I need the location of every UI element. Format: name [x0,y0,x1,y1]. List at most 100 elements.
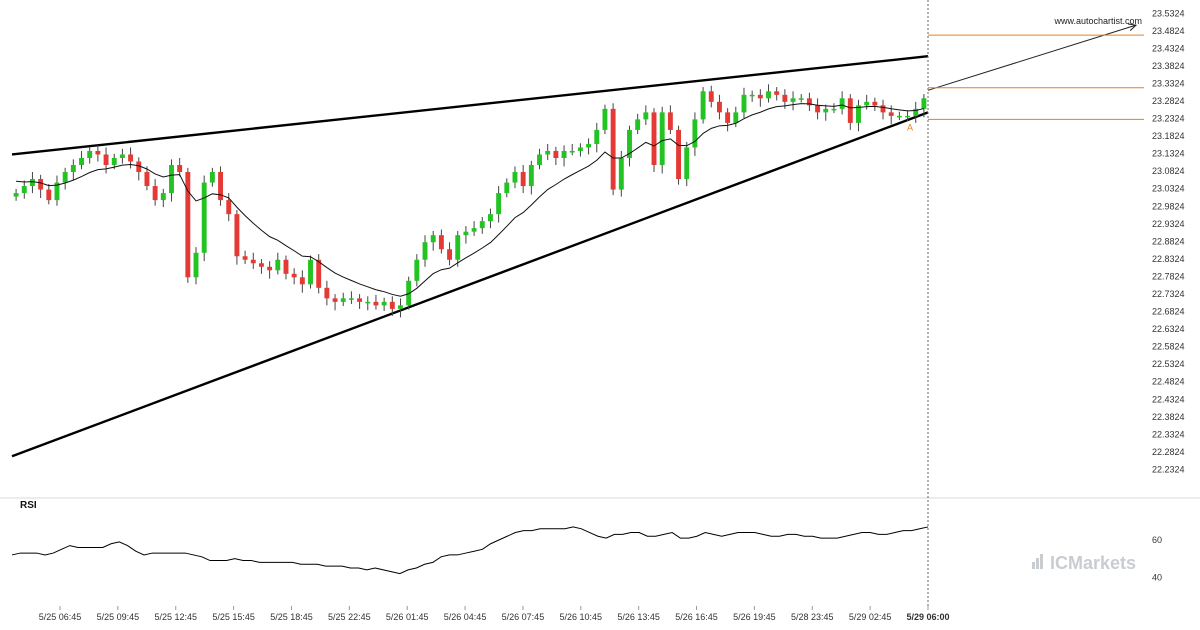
y-tick-label: 22.4824 [1152,377,1185,387]
point-label: A [907,122,913,132]
candle-body [381,301,387,306]
candle-body [398,305,403,309]
y-tick-label: 22.6824 [1152,307,1185,317]
rsi-panel: 60 40 [11,526,1162,582]
candle-body [119,154,125,158]
candle-body [921,98,927,109]
candle-body [512,172,518,183]
y-tick-label: 23.5324 [1152,8,1185,18]
candle-body [324,287,330,299]
candle-body [29,179,35,187]
candle-body [561,150,567,158]
candle-body [725,112,731,123]
candle-body [447,249,453,260]
candle-body [357,298,363,302]
candle-body [389,301,395,309]
candle-body [21,186,27,194]
candle-body [577,147,583,151]
candle-body [152,186,158,201]
candle-body [880,105,886,113]
x-tick-label: 5/29 02:45 [849,612,892,622]
candle-body [716,101,722,113]
rsi-tick-label: 40 [1152,572,1162,582]
candle-body [602,108,608,130]
moving-average [16,103,925,297]
candle-body [831,108,837,111]
candle-body [479,221,485,229]
y-tick-label: 22.5324 [1152,359,1185,369]
candle-body [528,165,534,187]
candle-body [209,172,215,183]
y-tick-label: 22.3324 [1152,429,1185,439]
candle-body [643,112,649,120]
watermark-url: www.autochartist.com [1053,16,1142,26]
candle-body [87,150,93,158]
y-tick-label: 22.9324 [1152,219,1185,229]
candle-body [798,98,804,100]
candle-body [757,94,763,99]
candle-body [496,193,502,215]
y-tick-label: 22.9824 [1152,201,1185,211]
candle-body [258,263,264,267]
candle-body [896,115,902,118]
candle-body [913,108,919,116]
candle-body [46,189,52,201]
x-tick-label: 5/28 23:45 [791,612,834,622]
candle-body [782,94,788,102]
candle-body [839,98,845,109]
candle-body [242,256,248,260]
y-tick-label: 23.2324 [1152,114,1185,124]
x-tick-label: 5/26 13:45 [617,612,660,622]
candle-body [103,154,109,166]
y-tick-label: 22.7824 [1152,271,1185,281]
candle-body [864,101,870,106]
candle-body [136,161,142,173]
candle-body [659,112,665,166]
candle-body [905,115,911,118]
candle-body [438,235,444,250]
brand-watermark: ICMarkets [1050,553,1136,573]
candle-body [406,280,412,306]
trendlines [11,23,1138,458]
candle-body [545,150,551,155]
candle-body [218,172,224,201]
x-tick-label: 5/25 15:45 [212,612,255,622]
candle-body [177,165,183,173]
y-tick-label: 23.3324 [1152,78,1185,88]
brand-logo-icon [1032,554,1043,569]
candle-body [283,259,289,274]
candle-body [635,119,641,130]
y-tick-label: 22.4324 [1152,394,1185,404]
y-tick-label: 23.0324 [1152,184,1185,194]
candle-body [733,112,739,123]
y-tick-label: 22.2324 [1152,464,1185,474]
candle-body [487,214,493,222]
x-tick-label: 5/25 06:45 [39,612,82,622]
candle-body [815,105,821,113]
candle-body [618,157,624,190]
y-tick-label: 23.1324 [1152,149,1185,159]
y-tick-label: 22.5824 [1152,342,1185,352]
candles [13,84,927,318]
candle-body [627,129,632,158]
lower-trendline [11,111,929,458]
candle-body [332,298,338,302]
candle-body [823,108,829,113]
candle-body [684,147,690,180]
candle-body [430,235,436,243]
candle-body [185,172,191,278]
candle-body [308,259,313,285]
candle-body [455,235,461,260]
candle-body [62,172,68,183]
candle-body [316,259,322,288]
candle-body [504,182,510,194]
candle-body [586,143,592,148]
candle-body [553,150,559,158]
candle-body [463,231,469,236]
y-tick-label: 23.4324 [1152,43,1185,53]
candle-body [128,154,134,162]
candle-body [766,91,771,99]
x-tick-label: 5/26 10:45 [560,612,603,622]
y-tick-label: 22.3824 [1152,412,1185,422]
